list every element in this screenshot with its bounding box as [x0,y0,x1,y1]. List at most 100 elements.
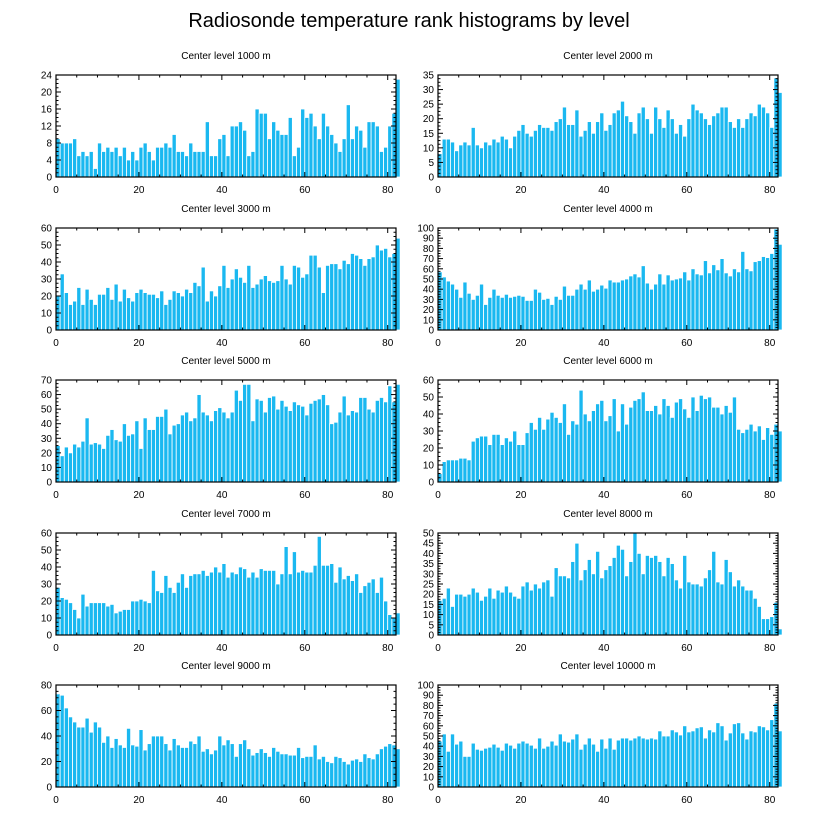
histogram-bar [578,748,584,788]
histogram-bar [159,416,165,483]
histogram-bar [349,580,355,636]
histogram-bar [233,573,239,636]
panel-title: Center level 8000 m [563,509,653,520]
y-tick-label: 30 [423,569,435,580]
histogram-bar [171,290,177,331]
histogram-bar [532,747,538,788]
histogram-bar [615,430,621,483]
histogram-bar [383,600,389,636]
histogram-bar [246,155,252,178]
histogram-bar [329,134,335,178]
histogram-bar [599,284,605,331]
histogram-bar [296,404,302,483]
histogram-bar [383,401,389,483]
histogram-bar [163,142,169,178]
histogram-bar [458,296,464,331]
histogram-bar [545,745,551,788]
histogram-bar [723,739,729,788]
histogram-bar [80,593,86,636]
histogram-bar [101,448,107,483]
histogram-bar [233,756,239,788]
histogram-bar [150,159,156,178]
histogram-bar [570,738,576,788]
histogram-bar [744,118,750,178]
histogram-bar [200,411,206,483]
histogram-bar [657,730,663,788]
histogram-bar [640,391,646,483]
histogram-bar [727,275,733,331]
y-tick-label: 50 [423,732,435,743]
histogram-bar [532,129,538,178]
histogram-bar [316,758,322,788]
histogram-bar [611,748,617,788]
histogram-bar [628,561,634,636]
histogram-bar [121,146,127,178]
histogram-bar [673,579,679,636]
y-tick-label: 80 [41,681,53,692]
histogram-bar [591,410,596,483]
histogram-bar [487,587,493,636]
histogram-bar [615,281,621,331]
histogram-bar [661,575,667,636]
histogram-bar [462,595,468,636]
histogram-bar [761,256,766,331]
histogram-bar [345,763,351,788]
histogram-bar [217,138,223,178]
histogram-bar [503,293,509,331]
y-tick-label: 50 [41,546,53,557]
histogram-bar [291,155,297,178]
y-tick-label: 20 [423,590,435,601]
histogram-bar [126,727,132,788]
histogram-bar [204,414,210,483]
histogram-panel: Center level 4000 m0 20 40 60 80010203040506… [417,204,783,349]
histogram-bar [549,304,555,331]
histogram-bar [379,397,384,483]
y-tick-label: 20 [423,444,435,455]
histogram-bar [113,439,119,483]
histogram-bar [354,254,360,331]
histogram-bar [462,281,468,331]
x-tick-label: 40 [598,795,610,806]
histogram-bar [188,575,194,636]
histogram-bar [262,275,268,331]
histogram-bar [320,292,326,331]
y-tick-label: 90 [423,691,435,702]
histogram-bar [578,283,584,331]
panel-title: Center level 4000 m [563,204,653,215]
y-tick-label: 35 [423,71,435,82]
histogram-bar [686,581,692,636]
histogram-bar [279,399,285,483]
histogram-bar [370,256,376,331]
histogram-bar [462,457,468,483]
histogram-bar [134,292,140,331]
histogram-bar [68,142,73,178]
histogram-bar [76,446,82,483]
histogram-bar [665,735,671,788]
y-tick-label: 16 [41,105,53,116]
histogram-bar [80,440,86,483]
histogram-bar [470,127,476,178]
histogram-bar [316,138,322,178]
histogram-bar [217,735,223,788]
histogram-bar [167,587,173,636]
histogram-bar [636,398,642,483]
histogram-bar [374,125,380,178]
histogram-bar [765,427,771,483]
histogram-bar [624,575,630,636]
histogram-bar [640,573,646,636]
histogram-bar [553,744,559,788]
histogram-bar [242,281,248,331]
y-tick-label: 40 [423,410,435,421]
histogram-bar [474,591,480,636]
histogram-bar [574,109,580,178]
histogram-bar [271,121,277,178]
x-tick-label: 0 [435,338,441,349]
histogram-bar [345,263,351,331]
histogram-bar [283,134,289,178]
histogram-bar [171,424,177,483]
histogram-bar [570,294,576,331]
histogram-bar [528,589,534,636]
x-tick-label: 20 [133,643,145,654]
histogram-bar [632,532,638,636]
histogram-bar [68,452,73,483]
